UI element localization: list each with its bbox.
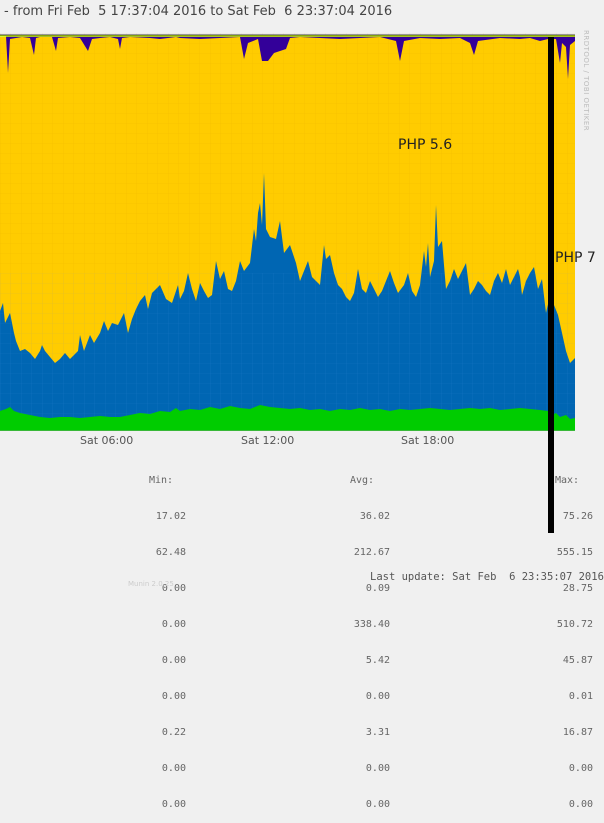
green-series-area: [0, 405, 575, 431]
stats-min-value: 17.02: [155, 511, 186, 522]
stats-max-value: 0.00: [568, 763, 593, 774]
stats-min-header: Min:: [149, 475, 174, 486]
purple-series-area: [0, 36, 575, 79]
stats-avg-value: 338.40: [353, 619, 390, 630]
stats-max-value: 0.00: [568, 799, 593, 810]
stats-max-column: Max: 75.26 555.15 28.75 510.72 45.87 0.0…: [552, 451, 593, 823]
php-switch-marker-line: [548, 37, 554, 533]
stats-avg-value: 0.00: [365, 691, 390, 702]
stats-avg-header: Avg:: [350, 475, 375, 486]
stats-min-value: 62.48: [155, 547, 186, 558]
stats-avg-value: 212.67: [353, 547, 390, 558]
annotation-php7: PHP 7: [555, 250, 596, 266]
last-update-text: Last update: Sat Feb 6 23:35:07 2016: [370, 571, 604, 583]
stats-max-value: 28.75: [562, 583, 593, 594]
stats-min-column: Min: 17.02 62.48 0.00 0.00 0.00 0.00 0.2…: [142, 451, 186, 823]
stats-min-value: 0.00: [161, 583, 186, 594]
stats-min-value: 0.00: [161, 763, 186, 774]
x-tick-label: Sat 06:00: [80, 434, 134, 447]
stats-avg-value: 5.42: [365, 655, 390, 666]
munin-version-label: Munin 2.0.25: [128, 580, 174, 588]
stats-avg-column: Avg: 36.02 212.67 0.09 338.40 5.42 0.00 …: [350, 451, 390, 823]
x-tick-label: Sat 12:00: [241, 434, 295, 447]
stats-avg-value: 36.02: [359, 511, 390, 522]
stacked-area-chart: [0, 33, 575, 431]
stats-max-value: 45.87: [562, 655, 593, 666]
stats-max-value: 555.15: [556, 547, 593, 558]
annotation-php56: PHP 5.6: [398, 137, 453, 153]
rrdtool-credit: RRDTOOL / TOBI OETIKER: [582, 30, 590, 132]
stats-max-value: 16.87: [562, 727, 593, 738]
graph-title: - from Fri Feb 5 17:37:04 2016 to Sat Fe…: [4, 4, 393, 19]
stats-min-value: 0.00: [161, 655, 186, 666]
stats-max-value: 510.72: [556, 619, 593, 630]
stats-max-value: 0.01: [568, 691, 593, 702]
stats-max-value: 75.26: [562, 511, 593, 522]
stats-avg-value: 0.00: [365, 763, 390, 774]
stats-avg-value: 0.00: [365, 799, 390, 810]
stats-min-value: 0.00: [161, 799, 186, 810]
stats-min-value: 0.22: [161, 727, 186, 738]
stats-min-value: 0.00: [161, 619, 186, 630]
stats-max-header: Max:: [555, 475, 580, 486]
x-tick-label: Sat 18:00: [401, 434, 455, 447]
stats-min-value: 0.00: [161, 691, 186, 702]
stats-avg-value: 0.09: [365, 583, 390, 594]
stats-avg-value: 3.31: [365, 727, 390, 738]
